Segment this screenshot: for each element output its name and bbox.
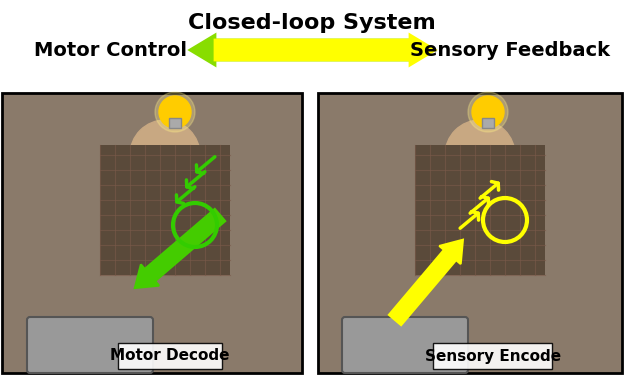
FancyBboxPatch shape: [301, 40, 305, 60]
FancyBboxPatch shape: [222, 40, 226, 60]
FancyBboxPatch shape: [400, 40, 404, 60]
FancyBboxPatch shape: [261, 40, 266, 60]
FancyBboxPatch shape: [344, 40, 348, 60]
FancyArrow shape: [135, 209, 225, 288]
FancyBboxPatch shape: [370, 40, 374, 60]
FancyBboxPatch shape: [311, 40, 315, 60]
Circle shape: [472, 96, 504, 128]
FancyBboxPatch shape: [342, 317, 468, 373]
FancyBboxPatch shape: [415, 145, 545, 275]
FancyBboxPatch shape: [305, 40, 308, 60]
FancyBboxPatch shape: [354, 40, 358, 60]
FancyBboxPatch shape: [232, 40, 236, 60]
Text: Motor Control: Motor Control: [34, 40, 187, 60]
FancyBboxPatch shape: [347, 40, 351, 60]
FancyBboxPatch shape: [482, 118, 494, 128]
FancyBboxPatch shape: [403, 40, 407, 60]
FancyBboxPatch shape: [228, 40, 233, 60]
FancyBboxPatch shape: [328, 40, 331, 60]
FancyBboxPatch shape: [285, 40, 289, 60]
FancyBboxPatch shape: [245, 40, 249, 60]
FancyBboxPatch shape: [218, 40, 223, 60]
FancyBboxPatch shape: [288, 40, 292, 60]
FancyBboxPatch shape: [251, 40, 256, 60]
FancyBboxPatch shape: [407, 40, 411, 60]
Text: Sensory Encode: Sensory Encode: [425, 348, 561, 363]
FancyBboxPatch shape: [255, 40, 259, 60]
FancyBboxPatch shape: [100, 145, 230, 275]
Circle shape: [159, 96, 191, 128]
FancyBboxPatch shape: [394, 40, 397, 60]
FancyBboxPatch shape: [271, 40, 275, 60]
FancyBboxPatch shape: [397, 40, 401, 60]
FancyBboxPatch shape: [225, 40, 229, 60]
Circle shape: [155, 92, 195, 132]
FancyArrow shape: [215, 35, 435, 65]
Text: Motor Decode: Motor Decode: [110, 348, 230, 363]
FancyBboxPatch shape: [295, 40, 298, 60]
Circle shape: [130, 120, 200, 190]
FancyBboxPatch shape: [278, 40, 282, 60]
FancyBboxPatch shape: [390, 40, 394, 60]
FancyBboxPatch shape: [238, 40, 242, 60]
Text: Sensory Feedback: Sensory Feedback: [410, 40, 610, 60]
FancyBboxPatch shape: [275, 40, 279, 60]
FancyBboxPatch shape: [331, 40, 335, 60]
FancyBboxPatch shape: [321, 40, 325, 60]
FancyBboxPatch shape: [357, 40, 361, 60]
Circle shape: [468, 92, 508, 132]
FancyBboxPatch shape: [281, 40, 285, 60]
FancyBboxPatch shape: [364, 40, 368, 60]
FancyBboxPatch shape: [380, 40, 384, 60]
FancyBboxPatch shape: [338, 40, 341, 60]
FancyArrow shape: [389, 240, 463, 325]
Circle shape: [445, 120, 515, 190]
FancyBboxPatch shape: [248, 40, 252, 60]
FancyBboxPatch shape: [298, 40, 302, 60]
FancyBboxPatch shape: [268, 40, 272, 60]
FancyBboxPatch shape: [361, 40, 364, 60]
FancyBboxPatch shape: [2, 93, 302, 373]
FancyBboxPatch shape: [265, 40, 269, 60]
FancyBboxPatch shape: [27, 317, 153, 373]
FancyBboxPatch shape: [367, 40, 371, 60]
FancyBboxPatch shape: [410, 40, 414, 60]
FancyArrow shape: [190, 35, 410, 65]
FancyBboxPatch shape: [258, 40, 262, 60]
FancyBboxPatch shape: [433, 343, 552, 369]
FancyBboxPatch shape: [374, 40, 378, 60]
FancyBboxPatch shape: [314, 40, 318, 60]
FancyBboxPatch shape: [215, 40, 219, 60]
FancyBboxPatch shape: [341, 40, 345, 60]
FancyBboxPatch shape: [384, 40, 388, 60]
FancyBboxPatch shape: [235, 40, 239, 60]
FancyBboxPatch shape: [308, 40, 312, 60]
FancyBboxPatch shape: [318, 40, 322, 60]
FancyBboxPatch shape: [387, 40, 391, 60]
FancyBboxPatch shape: [377, 40, 381, 60]
FancyBboxPatch shape: [291, 40, 295, 60]
FancyBboxPatch shape: [324, 40, 328, 60]
FancyBboxPatch shape: [241, 40, 246, 60]
Text: Closed-loop System: Closed-loop System: [188, 13, 436, 33]
FancyBboxPatch shape: [351, 40, 355, 60]
FancyBboxPatch shape: [118, 343, 222, 369]
FancyBboxPatch shape: [334, 40, 338, 60]
FancyBboxPatch shape: [318, 93, 622, 373]
FancyBboxPatch shape: [169, 118, 181, 128]
